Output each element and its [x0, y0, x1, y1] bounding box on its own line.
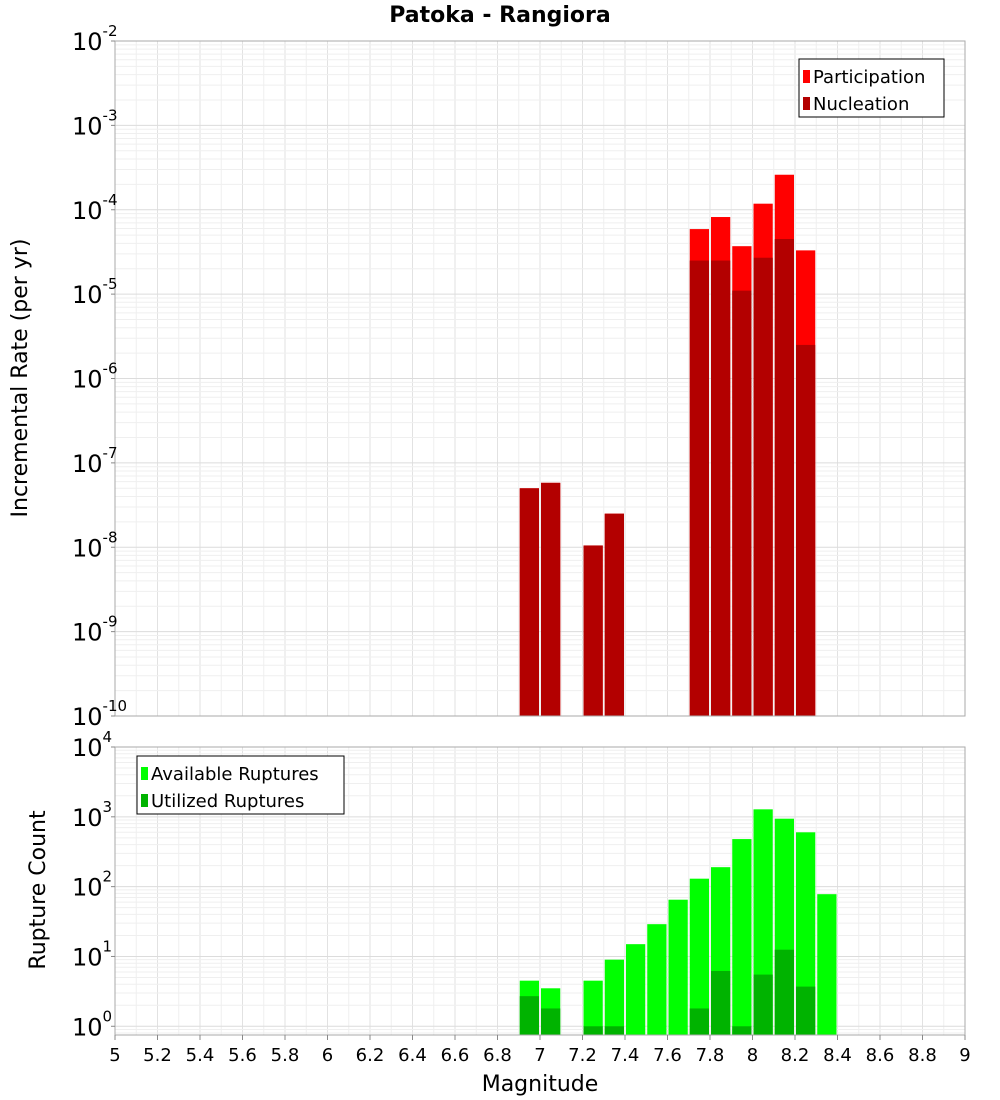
- y-tick-label: 10-6: [72, 360, 118, 394]
- bar-utilized-ruptures: [689, 1008, 709, 1035]
- y-tick-label: 103: [72, 798, 112, 832]
- bar-utilized-ruptures: [541, 1008, 561, 1035]
- y-tick-label: 10-4: [72, 191, 118, 225]
- bar-available-ruptures: [689, 878, 709, 1035]
- x-tick-label: 5: [109, 1045, 120, 1066]
- chart-title: Patoka - Rangiora: [389, 3, 610, 28]
- bar-utilized-ruptures: [519, 996, 539, 1035]
- x-tick-label: 6: [322, 1045, 333, 1066]
- x-tick-label: 6.4: [398, 1045, 427, 1066]
- bar-nucleation: [583, 545, 603, 716]
- bar-available-ruptures: [604, 959, 624, 1035]
- legend-box-0: [798, 58, 945, 118]
- bar-utilized-ruptures: [583, 1026, 603, 1035]
- bar-available-ruptures: [583, 980, 603, 1035]
- x-tick-label: 8.2: [781, 1045, 810, 1066]
- x-tick-label: 5.4: [186, 1045, 215, 1066]
- legend-label: Available Ruptures: [151, 764, 319, 785]
- y-tick-label: 10-9: [72, 613, 118, 647]
- tick-layer: 10-10 10-9 10-8 10-7 10-6 10-5 10-4 10-3 10-2 100…: [72, 22, 971, 1066]
- x-tick-label: 8.4: [823, 1045, 852, 1066]
- x-tick-label: 6.8: [483, 1045, 512, 1066]
- bar-nucleation: [519, 488, 539, 716]
- x-tick-label: 7.6: [653, 1045, 682, 1066]
- bar-nucleation: [796, 344, 816, 716]
- y-tick-label: 102: [72, 868, 112, 902]
- bottom-y-axis-label: Rupture Count: [26, 810, 51, 970]
- x-tick-label: 5.2: [143, 1045, 172, 1066]
- legend-swatch: [141, 767, 148, 780]
- x-tick-label: 7.8: [696, 1045, 725, 1066]
- x-tick-label: 8: [747, 1045, 758, 1066]
- bar-nucleation: [774, 239, 794, 716]
- legend-swatch: [803, 70, 810, 83]
- y-tick-label: 100: [72, 1007, 112, 1041]
- legend-swatch: [141, 794, 148, 807]
- x-tick-label: 5.6: [228, 1045, 257, 1066]
- bar-nucleation: [541, 482, 561, 716]
- grid-layer: [114, 40, 966, 1035]
- top-y-axis-label: Incremental Rate (per yr): [8, 239, 33, 518]
- bars-layer: [519, 174, 837, 1035]
- x-tick-label: 9: [959, 1045, 970, 1066]
- y-tick-label: 101: [72, 937, 112, 971]
- x-tick-label: 7: [534, 1045, 545, 1066]
- legend-swatch: [803, 97, 810, 110]
- legend-label: Utilized Ruptures: [151, 791, 304, 812]
- y-tick-label: 10-5: [72, 275, 118, 309]
- bar-nucleation: [689, 260, 709, 716]
- legend-layer: Participation Nucleation Available Rupture…: [136, 58, 945, 815]
- x-tick-label: 7.4: [611, 1045, 640, 1066]
- bar-utilized-ruptures: [774, 949, 794, 1035]
- bar-available-ruptures: [647, 924, 667, 1035]
- bar-utilized-ruptures: [711, 970, 731, 1035]
- bar-nucleation: [604, 513, 624, 716]
- bar-utilized-ruptures: [732, 1026, 752, 1035]
- x-tick-label: 7.2: [568, 1045, 597, 1066]
- bar-utilized-ruptures: [604, 1026, 624, 1035]
- y-tick-label: 104: [72, 728, 112, 762]
- y-tick-label: 10-7: [72, 444, 118, 478]
- legend-label: Participation: [813, 67, 925, 88]
- legend-box-1: [136, 755, 345, 815]
- x-tick-label: 5.8: [271, 1045, 300, 1066]
- x-tick-label: 6.6: [441, 1045, 470, 1066]
- bar-available-ruptures: [732, 839, 752, 1035]
- y-tick-label: 10-8: [72, 528, 118, 562]
- bar-nucleation: [711, 260, 731, 716]
- y-tick-label: 10-3: [72, 106, 118, 140]
- bar-available-ruptures: [817, 894, 837, 1035]
- bar-utilized-ruptures: [753, 974, 773, 1035]
- y-tick-label: 10-10: [72, 697, 127, 731]
- legend-label: Nucleation: [813, 94, 909, 115]
- x-tick-label: 6.2: [356, 1045, 385, 1066]
- bar-utilized-ruptures: [796, 986, 816, 1035]
- bar-available-ruptures: [668, 899, 688, 1035]
- x-tick-label: 8.8: [908, 1045, 937, 1066]
- bar-nucleation: [732, 290, 752, 716]
- y-tick-label: 10-2: [72, 22, 118, 56]
- x-axis-label: Magnitude: [482, 1072, 599, 1097]
- bar-available-ruptures: [796, 832, 816, 1035]
- bar-nucleation: [753, 257, 773, 716]
- bar-available-ruptures: [626, 944, 646, 1035]
- x-tick-label: 8.6: [866, 1045, 895, 1066]
